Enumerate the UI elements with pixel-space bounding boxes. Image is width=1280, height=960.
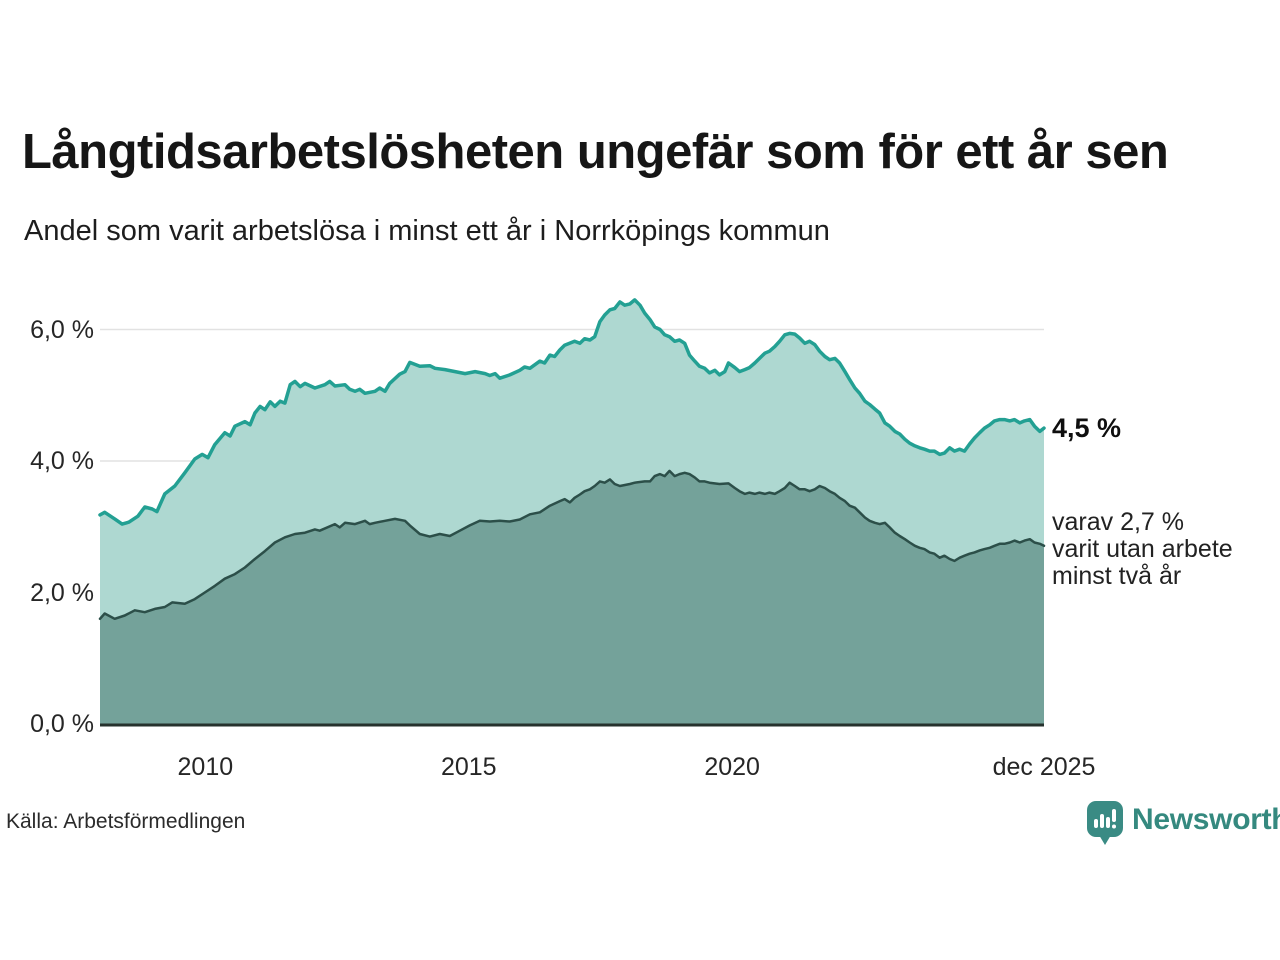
newsworthy-logo: Newsworthy — [1086, 800, 1280, 846]
x-axis-label: dec 2025 — [992, 753, 1096, 781]
x-axis-label: 2010 — [177, 753, 234, 781]
series-line-two-year — [98, 469, 1046, 621]
annotation-two-year-line3: minst två år — [1052, 562, 1182, 590]
y-axis-label: 4,0 % — [30, 447, 94, 475]
newsworthy-logo-text: Newsworthy — [1132, 803, 1280, 836]
y-axis-label: 0,0 % — [30, 710, 94, 738]
x-axis-label: 2020 — [704, 753, 760, 781]
source-note: Källa: Arbetsförmedlingen — [6, 810, 246, 833]
annotation-two-year: varav 2,7 % varit utan arbete minst två … — [1052, 509, 1233, 590]
annotation-two-year-line2: varit utan arbete — [1052, 535, 1233, 563]
page-title: Långtidsarbetslösheten ungefär som för e… — [22, 125, 1169, 179]
page-subtitle: Andel som varit arbetslösa i minst ett å… — [24, 215, 830, 247]
y-axis-label: 2,0 % — [30, 578, 94, 607]
series-line-one-year — [98, 298, 1046, 526]
annotation-latest-total: 4,5 % — [1052, 413, 1122, 443]
annotation-two-year-line1: varav 2,7 % — [1052, 508, 1185, 536]
bar-chart-speech-bubble-icon — [1087, 801, 1123, 845]
x-axis-label: 2015 — [440, 753, 497, 781]
y-axis-label: 6,0 % — [30, 315, 94, 344]
series-area-two-year — [100, 470, 1044, 724]
